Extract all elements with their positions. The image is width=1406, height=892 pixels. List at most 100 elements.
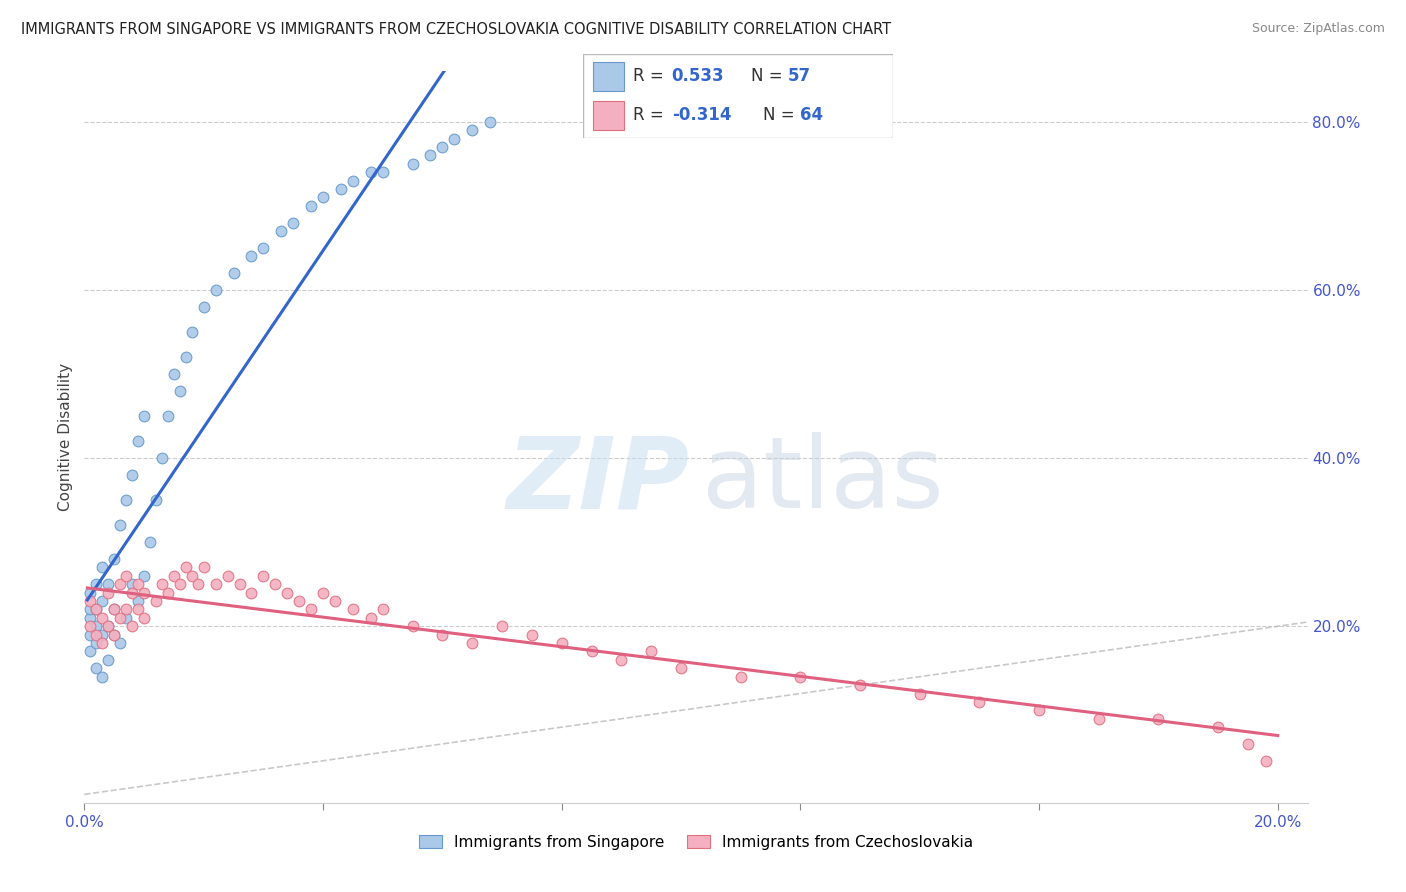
Point: [789, 670, 811, 684]
Point: [91, 670, 114, 684]
Point: [730, 670, 752, 684]
Bar: [593, 101, 624, 130]
Point: [252, 241, 274, 255]
Point: [228, 577, 250, 591]
Point: [1147, 712, 1170, 726]
Point: [432, 627, 454, 641]
Point: [299, 602, 322, 616]
Point: [371, 602, 394, 616]
Point: [97, 585, 120, 599]
Point: [163, 569, 186, 583]
Point: [169, 577, 191, 591]
Text: R =: R =: [633, 68, 669, 86]
Point: [91, 594, 114, 608]
Point: [461, 123, 484, 137]
Point: [127, 602, 149, 616]
Point: [97, 653, 120, 667]
Point: [115, 611, 138, 625]
Point: [84, 627, 107, 641]
Point: [360, 165, 382, 179]
Point: [79, 644, 101, 658]
Point: [849, 678, 872, 692]
Point: [103, 602, 125, 616]
Point: [180, 325, 202, 339]
Point: [1237, 737, 1260, 751]
Text: ZIP: ZIP: [506, 433, 690, 530]
Point: [329, 182, 352, 196]
Point: [360, 611, 382, 625]
Point: [84, 602, 107, 616]
Point: [222, 266, 245, 280]
Point: [283, 216, 305, 230]
Point: [401, 619, 423, 633]
Point: [1028, 703, 1050, 717]
Text: N =: N =: [751, 68, 787, 86]
Point: [204, 577, 226, 591]
Point: [79, 585, 101, 599]
Point: [132, 585, 155, 599]
Point: [97, 577, 120, 591]
Point: [1087, 712, 1109, 726]
Point: [108, 636, 131, 650]
Point: [108, 518, 131, 533]
Point: [103, 552, 125, 566]
Point: [217, 569, 239, 583]
Point: [180, 569, 202, 583]
Point: [240, 585, 263, 599]
Point: [323, 594, 346, 608]
Point: [84, 619, 107, 633]
Point: [115, 493, 138, 508]
Point: [91, 611, 114, 625]
Point: [150, 451, 173, 466]
Point: [145, 493, 167, 508]
Point: [79, 619, 101, 633]
Point: [103, 602, 125, 616]
Legend: Immigrants from Singapore, Immigrants from Czechoslovakia: Immigrants from Singapore, Immigrants fr…: [411, 827, 981, 857]
Point: [1206, 720, 1229, 734]
Point: [79, 602, 101, 616]
Point: [103, 627, 125, 641]
Point: [121, 577, 143, 591]
Point: [193, 300, 215, 314]
Point: [84, 602, 107, 616]
Text: atlas: atlas: [702, 433, 943, 530]
Point: [401, 157, 423, 171]
Point: [312, 585, 335, 599]
Point: [491, 619, 513, 633]
Point: [443, 131, 465, 145]
Point: [551, 636, 574, 650]
Text: 57: 57: [787, 68, 811, 86]
Point: [132, 569, 155, 583]
Point: [174, 560, 197, 574]
Point: [371, 165, 394, 179]
Point: [145, 594, 167, 608]
Point: [193, 560, 215, 574]
Point: [204, 283, 226, 297]
Text: 64: 64: [800, 106, 823, 124]
Point: [169, 384, 191, 398]
Point: [132, 409, 155, 423]
Point: [84, 577, 107, 591]
Point: [461, 636, 484, 650]
Point: [97, 619, 120, 633]
Point: [127, 594, 149, 608]
Point: [640, 644, 662, 658]
Text: R =: R =: [633, 106, 669, 124]
Point: [252, 569, 274, 583]
Point: [121, 467, 143, 482]
Point: [342, 174, 364, 188]
Point: [91, 560, 114, 574]
Point: [276, 585, 298, 599]
Point: [121, 619, 143, 633]
Point: [156, 585, 179, 599]
Point: [342, 602, 364, 616]
Point: [91, 627, 114, 641]
Point: [84, 661, 107, 675]
Point: [240, 249, 263, 263]
Point: [132, 611, 155, 625]
Text: 0.533: 0.533: [672, 68, 724, 86]
Point: [156, 409, 179, 423]
Point: [91, 636, 114, 650]
Point: [84, 636, 107, 650]
Point: [1254, 754, 1277, 768]
